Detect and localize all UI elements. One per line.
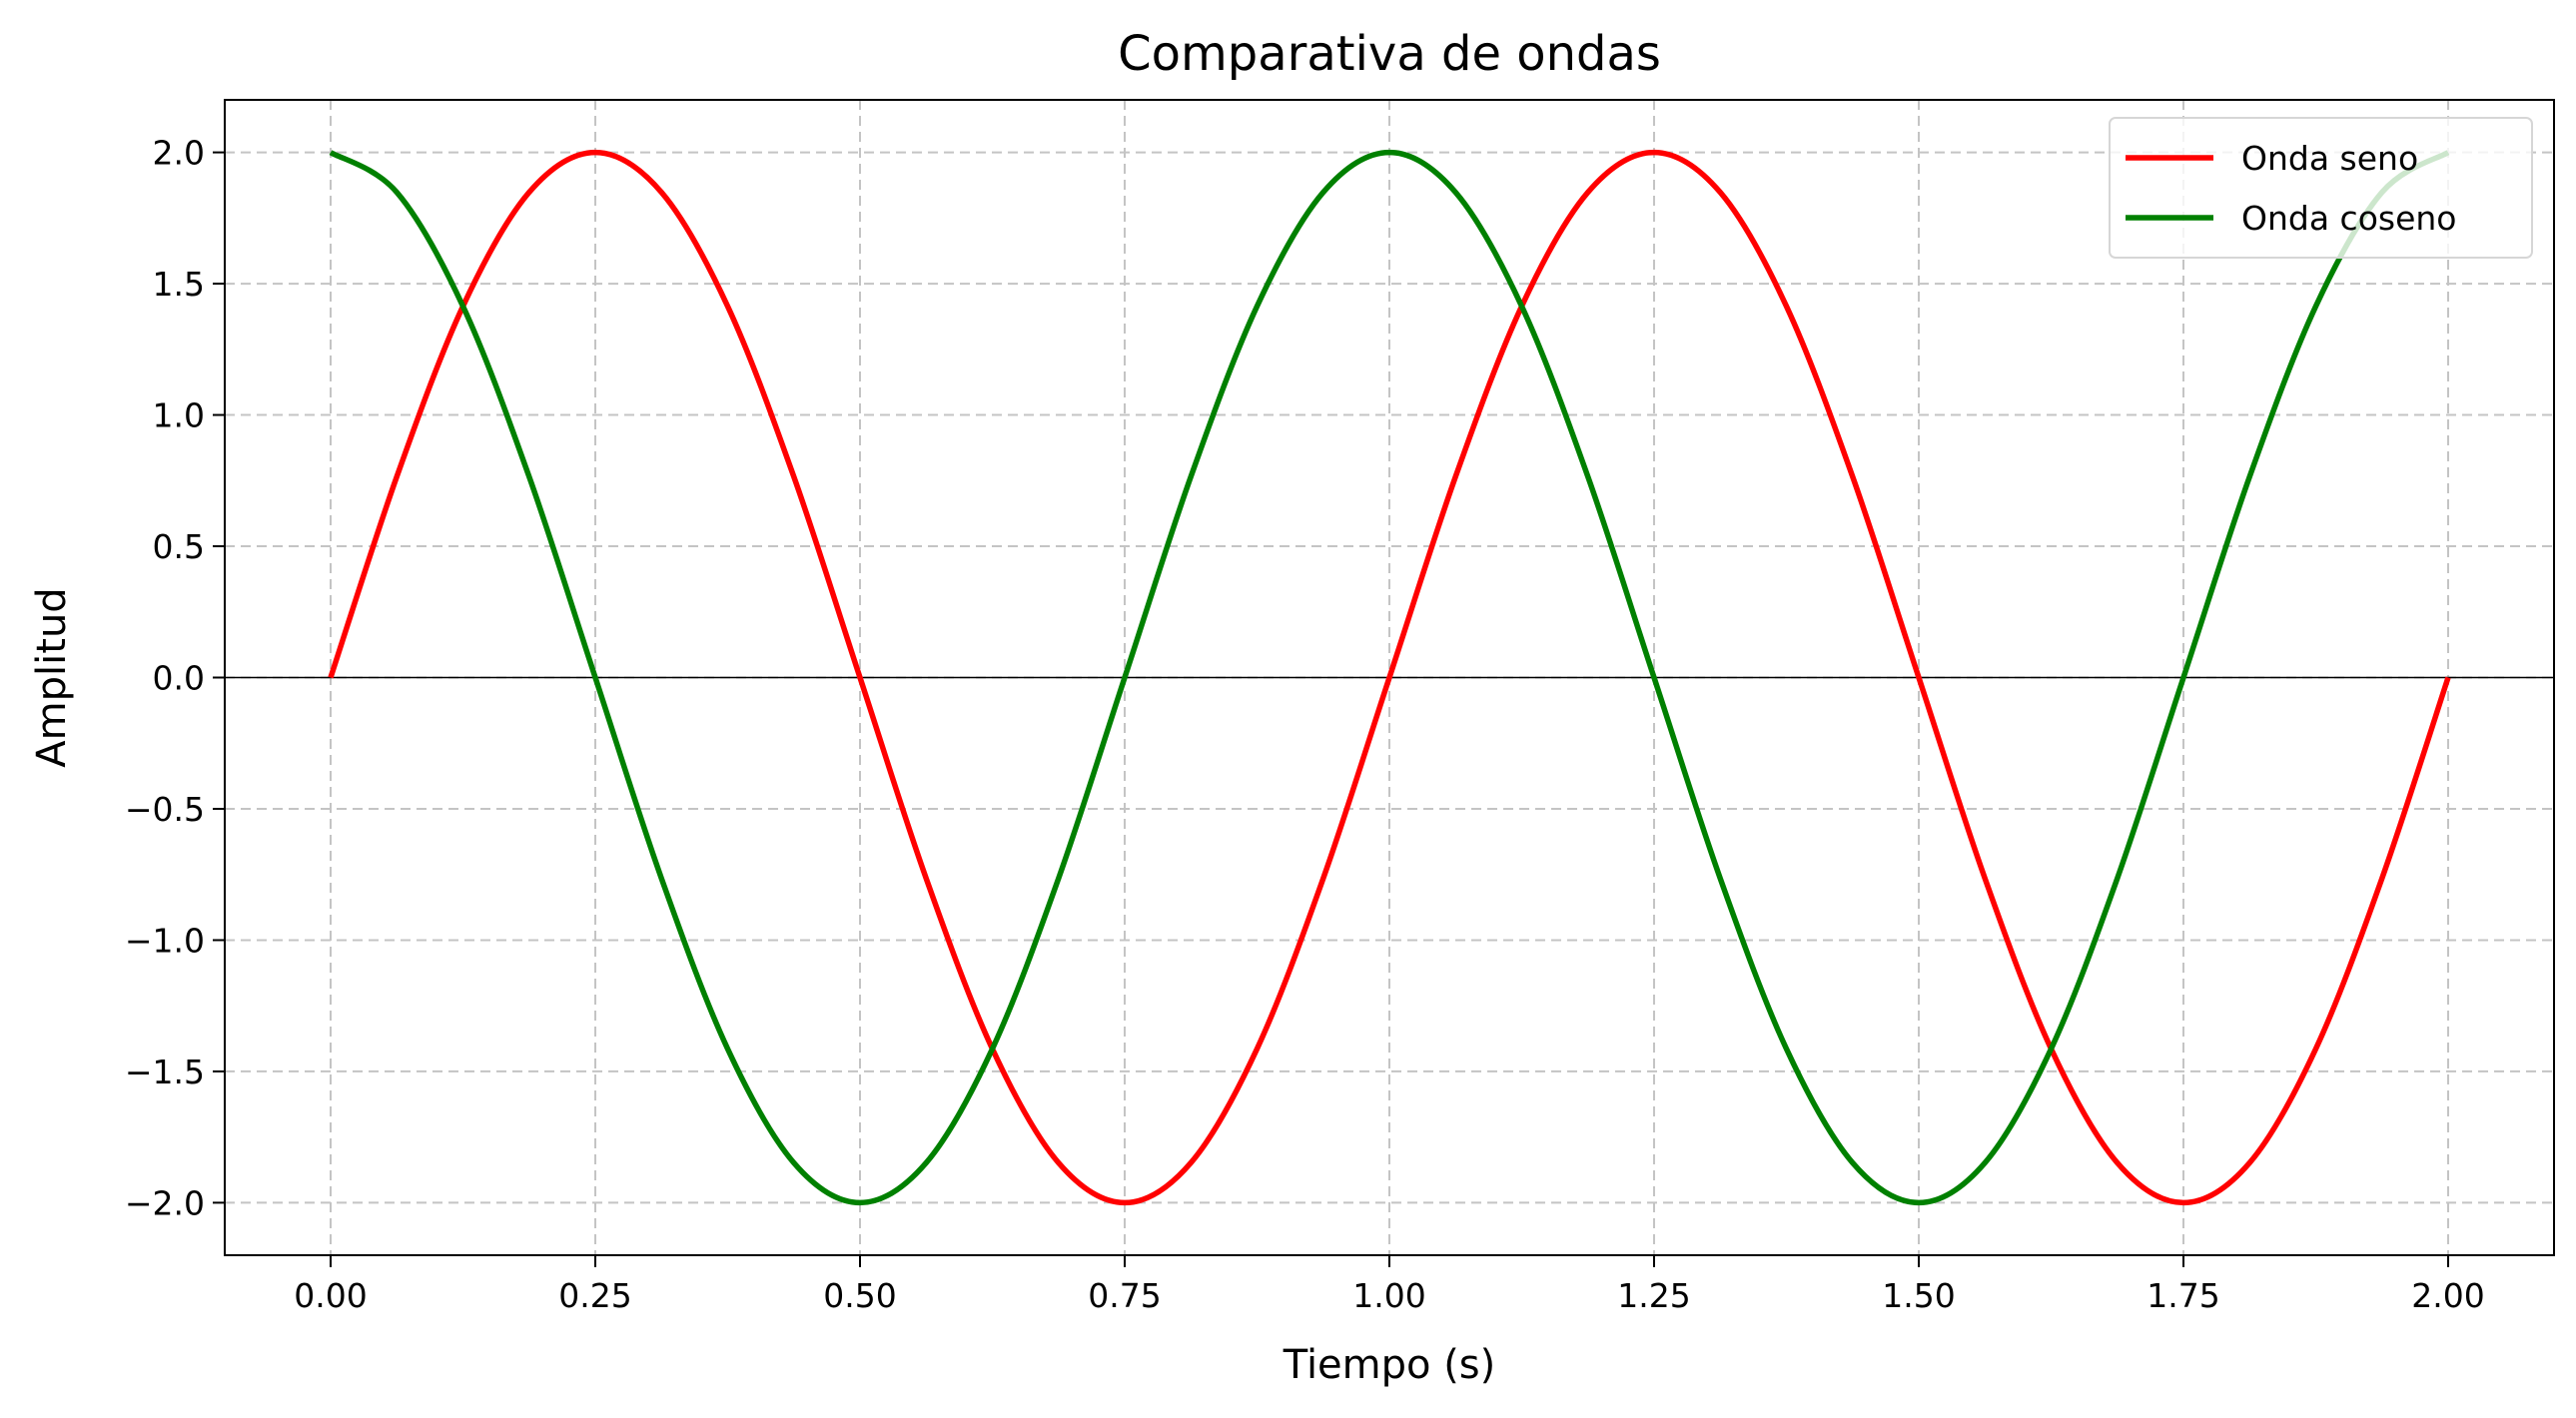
y-tick-label: 0.0 bbox=[153, 659, 205, 698]
legend: Onda seno Onda coseno bbox=[2109, 117, 2533, 259]
y-tick-label: 0.5 bbox=[153, 527, 205, 566]
series-line-seno bbox=[328, 149, 2451, 1206]
y-tick-label: −2.0 bbox=[125, 1183, 205, 1222]
x-tick-label: 1.25 bbox=[1617, 1276, 1690, 1315]
series-line-coseno bbox=[329, 149, 2450, 1206]
y-axis-label: Amplitud bbox=[29, 587, 75, 767]
legend-entry-label: Onda seno bbox=[2241, 139, 2418, 178]
x-tick-label: 0.50 bbox=[823, 1276, 896, 1315]
legend-box bbox=[2109, 117, 2533, 259]
x-tick-label: 0.25 bbox=[558, 1276, 631, 1315]
y-tick-label: 2.0 bbox=[153, 134, 205, 173]
y-tick-label: −0.5 bbox=[125, 790, 205, 829]
y-axis-ticks: 2.0 1.5 1.0 0.5 0.0 −0.5 −1.0 −1.5 −2.0 bbox=[125, 134, 225, 1222]
x-tick-label: 0.75 bbox=[1088, 1276, 1161, 1315]
x-tick-label: 1.75 bbox=[2147, 1276, 2219, 1315]
y-tick-label: 1.5 bbox=[153, 265, 205, 304]
series-layer bbox=[328, 149, 2451, 1206]
x-tick-label: 2.00 bbox=[2411, 1276, 2484, 1315]
x-axis-ticks: 0.00 0.25 0.50 0.75 1.00 1.25 1.50 1.75 2.00 bbox=[294, 1255, 2485, 1315]
y-tick-label: 1.0 bbox=[153, 396, 205, 435]
legend-entry-label: Onda coseno bbox=[2241, 199, 2456, 238]
y-tick-label: −1.0 bbox=[125, 921, 205, 960]
x-tick-label: 1.00 bbox=[1352, 1276, 1425, 1315]
chart-title: Comparativa de ondas bbox=[1118, 26, 1661, 82]
x-tick-label: 0.00 bbox=[294, 1276, 367, 1315]
x-tick-label: 1.50 bbox=[1882, 1276, 1955, 1315]
x-axis-label: Tiempo (s) bbox=[1283, 1342, 1496, 1388]
y-tick-label: −1.5 bbox=[125, 1053, 205, 1091]
